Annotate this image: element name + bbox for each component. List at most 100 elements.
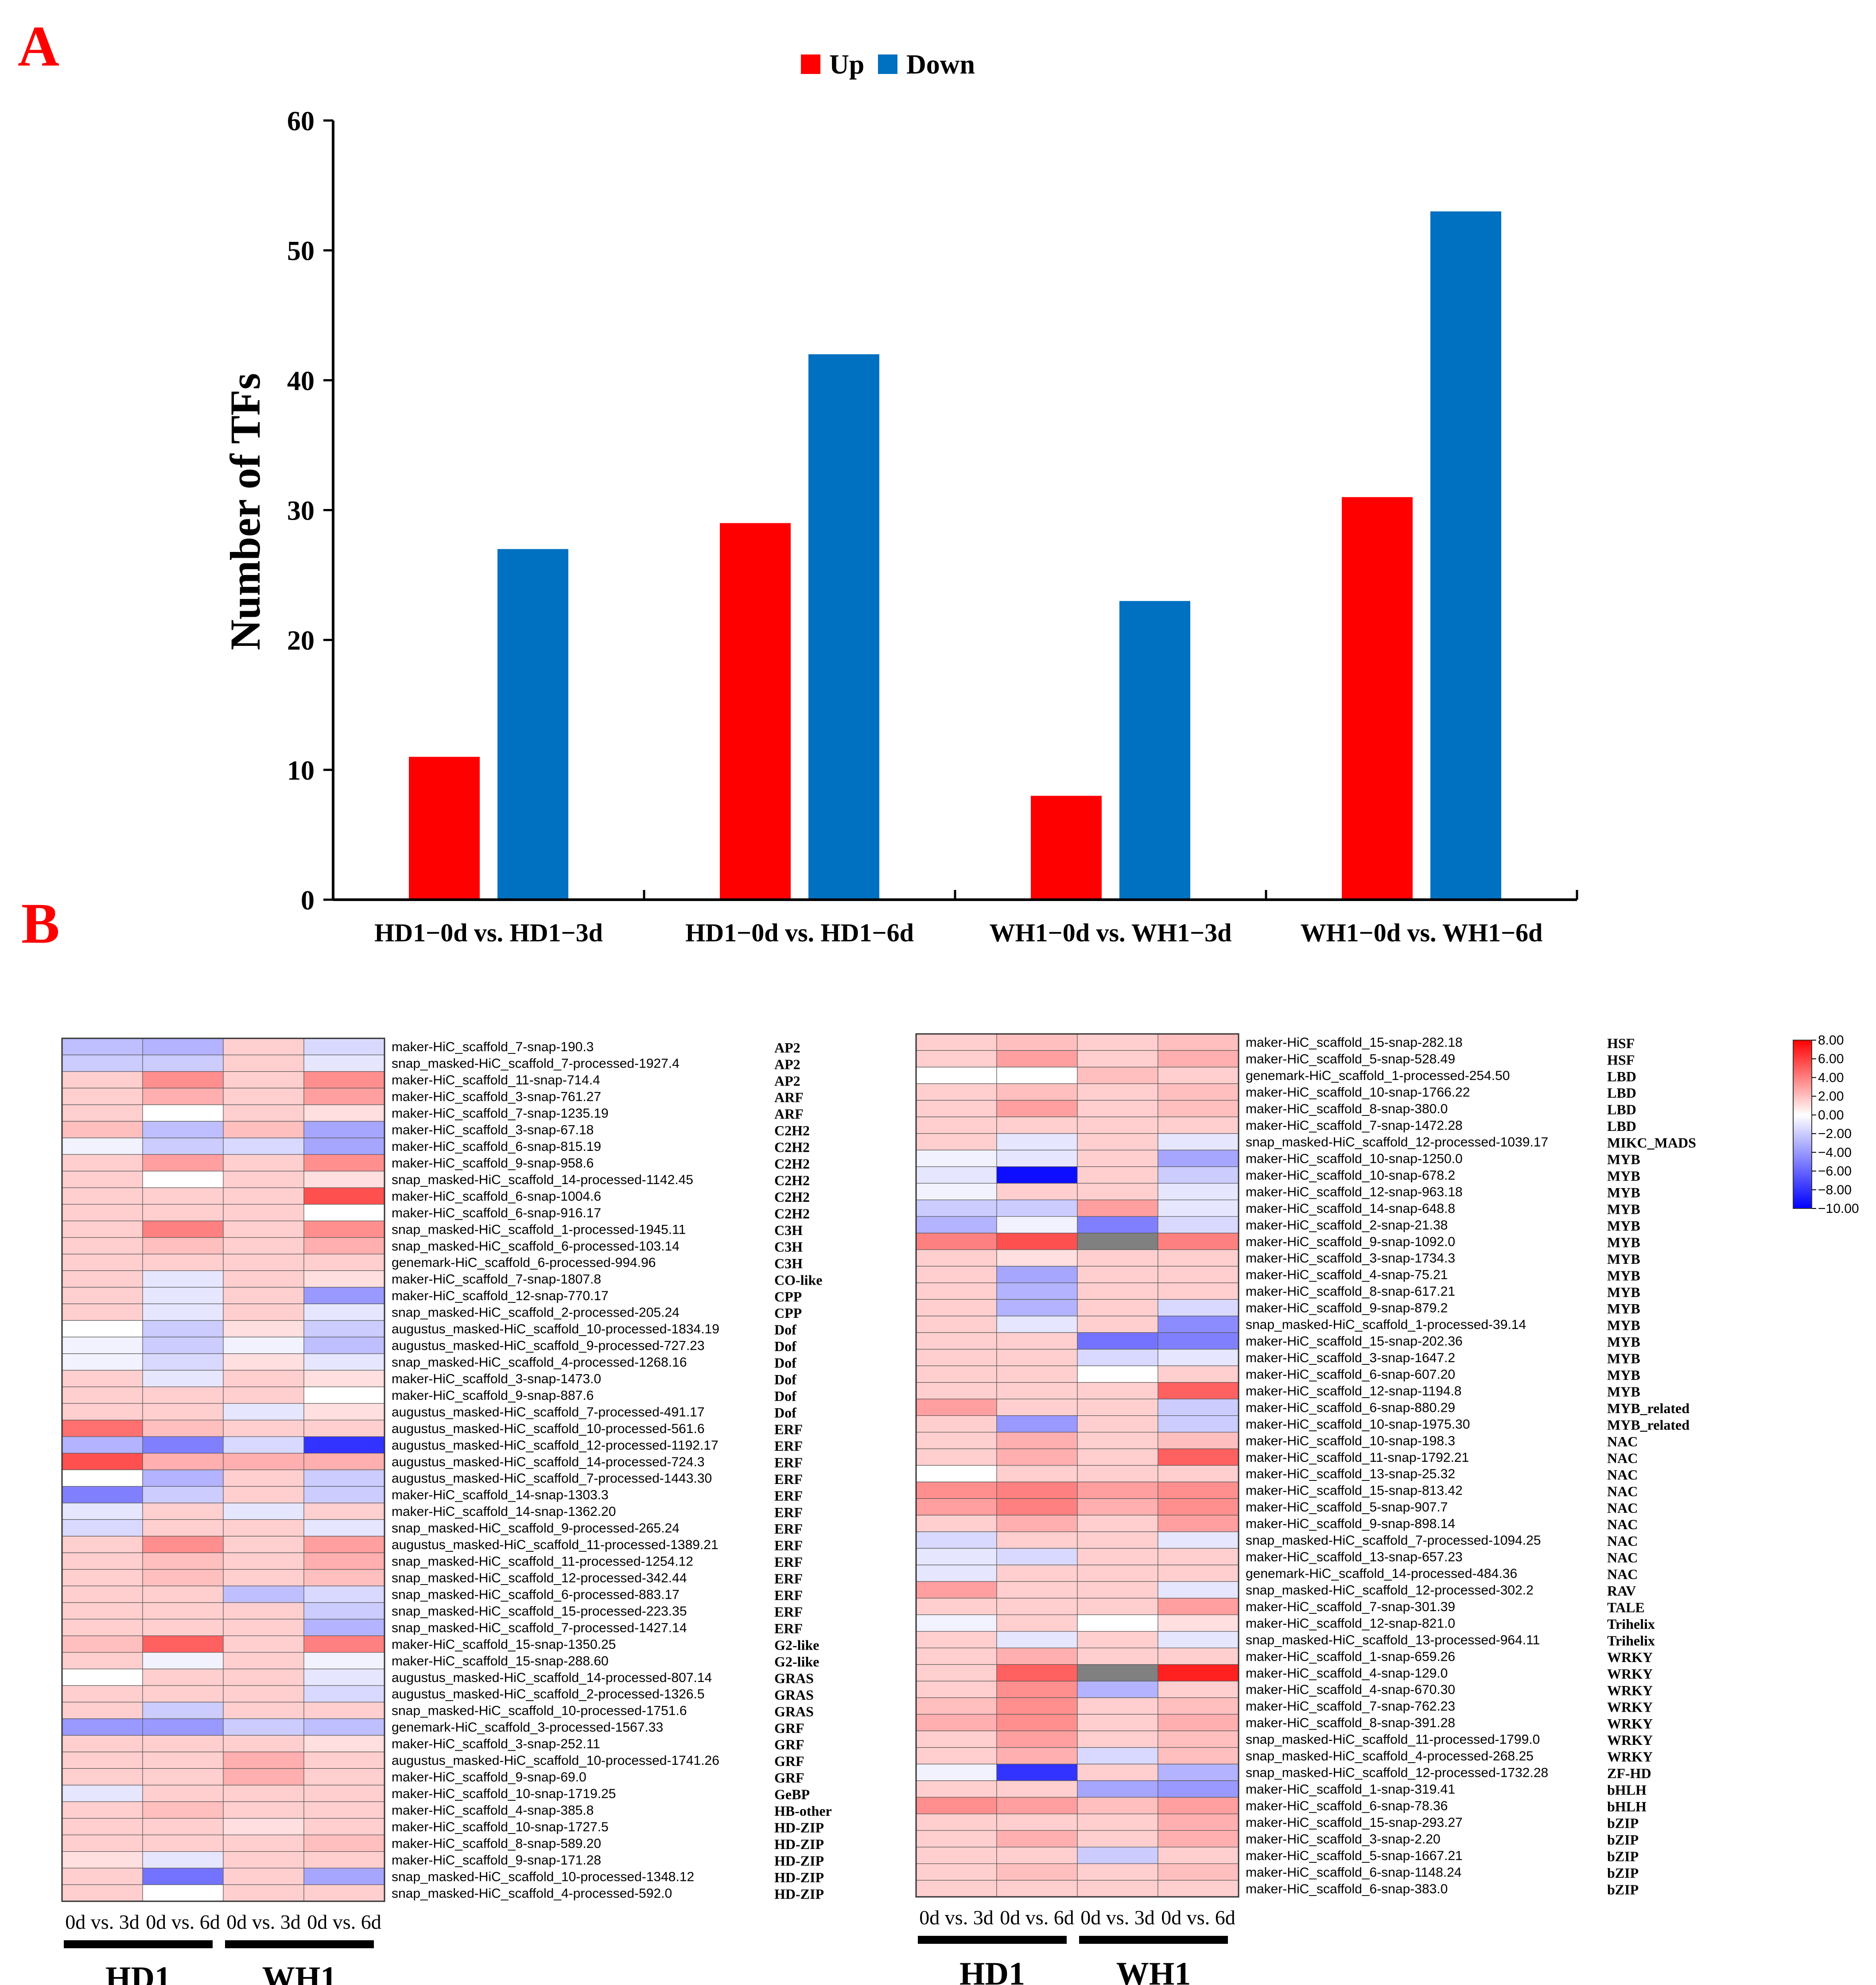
heatmap-cell xyxy=(142,1436,224,1454)
gene-label: snap_masked-HiC_scaffold_10-processed-17… xyxy=(392,1704,687,1718)
heatmap-cell xyxy=(303,1536,385,1553)
gene-label: maker-HiC_scaffold_9-snap-958.6 xyxy=(392,1156,594,1170)
color-scale-label: 8.00 xyxy=(1818,1033,1844,1048)
heatmap-cell xyxy=(1157,1614,1239,1632)
heatmap-cell xyxy=(223,1054,304,1072)
heatmap-cell xyxy=(303,1685,385,1703)
heatmap-cell xyxy=(916,1631,997,1648)
family-label: HSF xyxy=(1607,1035,1635,1051)
heatmap-cell xyxy=(1077,1814,1158,1831)
y-tick-label: 50 xyxy=(287,236,315,266)
heatmap-cell xyxy=(223,1752,304,1769)
heatmap-cell xyxy=(916,1100,997,1117)
heatmap-cell xyxy=(223,1785,304,1802)
heatmap-cell xyxy=(916,1531,997,1549)
bar-up xyxy=(409,757,480,900)
family-label: MIKC_MADS xyxy=(1607,1135,1696,1151)
heatmap-cell xyxy=(996,1083,1078,1101)
gene-label: maker-HiC_scaffold_8-snap-589.20 xyxy=(392,1836,601,1851)
y-tick-label: 40 xyxy=(287,366,315,396)
heatmap-cell xyxy=(1157,1432,1239,1449)
heatmap-cell xyxy=(223,1336,304,1354)
heatmap-cell xyxy=(1077,1747,1158,1764)
column-label: 0d vs. 6d xyxy=(1000,1906,1074,1929)
gene-label: maker-HiC_scaffold_14-snap-1303.3 xyxy=(392,1488,609,1503)
heatmap-cell xyxy=(916,1266,997,1283)
color-scale-label: −8.00 xyxy=(1818,1183,1852,1197)
heatmap-cell xyxy=(916,1415,997,1433)
heatmap-cell xyxy=(996,1183,1078,1200)
y-tick-label: 10 xyxy=(287,756,315,786)
heatmap-cell xyxy=(996,1565,1078,1582)
heatmap-cell xyxy=(1077,1282,1158,1300)
color-scale-label: −10.00 xyxy=(1818,1201,1859,1216)
heatmap-cell xyxy=(223,1436,304,1454)
heatmap-cell xyxy=(303,1270,385,1288)
heatmap-cell xyxy=(916,1398,997,1416)
family-label: NAC xyxy=(1607,1566,1638,1582)
heatmap-cell xyxy=(996,1133,1078,1150)
gene-label: maker-HiC_scaffold_10-snap-678.2 xyxy=(1246,1168,1455,1183)
heatmap-cell xyxy=(142,1204,224,1221)
heatmap-cell xyxy=(142,1104,224,1122)
heatmap-cell xyxy=(303,1071,385,1088)
heatmap-cell xyxy=(1157,1365,1239,1383)
heatmap-cell xyxy=(1077,1730,1158,1748)
heatmap-cell xyxy=(916,1847,997,1864)
heatmap-cell xyxy=(996,1697,1078,1715)
group-label: WH1 xyxy=(262,1960,337,1985)
heatmap-cell xyxy=(223,1154,304,1172)
family-label: MYB xyxy=(1607,1234,1640,1250)
gene-label: snap_masked-HiC_scaffold_1-processed-39.… xyxy=(1246,1317,1526,1332)
gene-label: snap_masked-HiC_scaffold_6-processed-883… xyxy=(392,1587,680,1602)
heatmap-cell xyxy=(916,1432,997,1449)
heatmap-cell xyxy=(1157,1382,1239,1399)
heatmap-cell xyxy=(916,1200,997,1217)
heatmap-cell xyxy=(62,1420,143,1437)
heatmap-cell xyxy=(62,1701,143,1719)
heatmap-cell xyxy=(223,1220,304,1238)
heatmap-cell xyxy=(1157,1415,1239,1433)
heatmap-cell xyxy=(1157,1332,1239,1350)
heatmap-cell xyxy=(223,1685,304,1703)
heatmap-cell xyxy=(303,1171,385,1188)
heatmap-cell xyxy=(142,1054,224,1072)
heatmap-cell xyxy=(996,1100,1078,1117)
heatmap-left: maker-HiC_scaffold_7-snap-190.3 AP2 snap_m… xyxy=(61,1037,832,1985)
heatmap-cell xyxy=(303,1884,385,1902)
heatmap-cell xyxy=(1077,1050,1158,1068)
gene-label: maker-HiC_scaffold_6-snap-78.36 xyxy=(1246,1799,1448,1813)
heatmap-cell xyxy=(916,1316,997,1333)
gene-label: augustus_masked-HiC_scaffold_9-processed… xyxy=(392,1339,705,1353)
heatmap-cell xyxy=(1157,1847,1239,1864)
heatmap-cell xyxy=(303,1569,385,1586)
heatmap-cell xyxy=(996,1067,1078,1084)
heatmap-cell xyxy=(996,1581,1078,1599)
gene-label: snap_masked-HiC_scaffold_1-processed-194… xyxy=(392,1222,686,1237)
heatmap-cell xyxy=(1077,1382,1158,1399)
heatmap-cell xyxy=(916,1033,997,1051)
heatmap-cell xyxy=(1077,1067,1158,1084)
heatmap-cell xyxy=(1157,1681,1239,1698)
gene-label: maker-HiC_scaffold_1-snap-659.26 xyxy=(1246,1649,1455,1664)
family-label: Trihelix xyxy=(1607,1632,1655,1648)
heatmap-cell xyxy=(996,1398,1078,1416)
heatmap-cell xyxy=(1157,1814,1239,1831)
gene-label: maker-HiC_scaffold_6-snap-815.19 xyxy=(392,1139,601,1154)
color-scale-legend: 8.00 6.00 4.00 2.00 0.00 −2.00 −4.00 −6.00 −8.00… xyxy=(1793,1033,1859,1216)
heatmap-cell xyxy=(223,1735,304,1752)
heatmap-cell xyxy=(1077,1697,1158,1715)
gene-label: maker-HiC_scaffold_6-snap-1004.6 xyxy=(392,1189,601,1204)
heatmap-cell xyxy=(1157,1249,1239,1267)
column-label: 0d vs. 3d xyxy=(65,1911,139,1933)
family-label: bZIP xyxy=(1607,1832,1639,1848)
heatmap-cell xyxy=(916,1647,997,1665)
heatmap-cell xyxy=(142,1237,224,1255)
heatmap-cell xyxy=(303,1752,385,1769)
heatmap-cell xyxy=(62,1668,143,1686)
gene-label: genemark-HiC_scaffold_14-processed-484.3… xyxy=(1246,1566,1517,1581)
family-label: MYB xyxy=(1607,1267,1640,1283)
gene-label: maker-HiC_scaffold_13-snap-657.23 xyxy=(1246,1550,1463,1565)
heatmap-cell xyxy=(303,1834,385,1852)
heatmap-cell xyxy=(223,1635,304,1653)
